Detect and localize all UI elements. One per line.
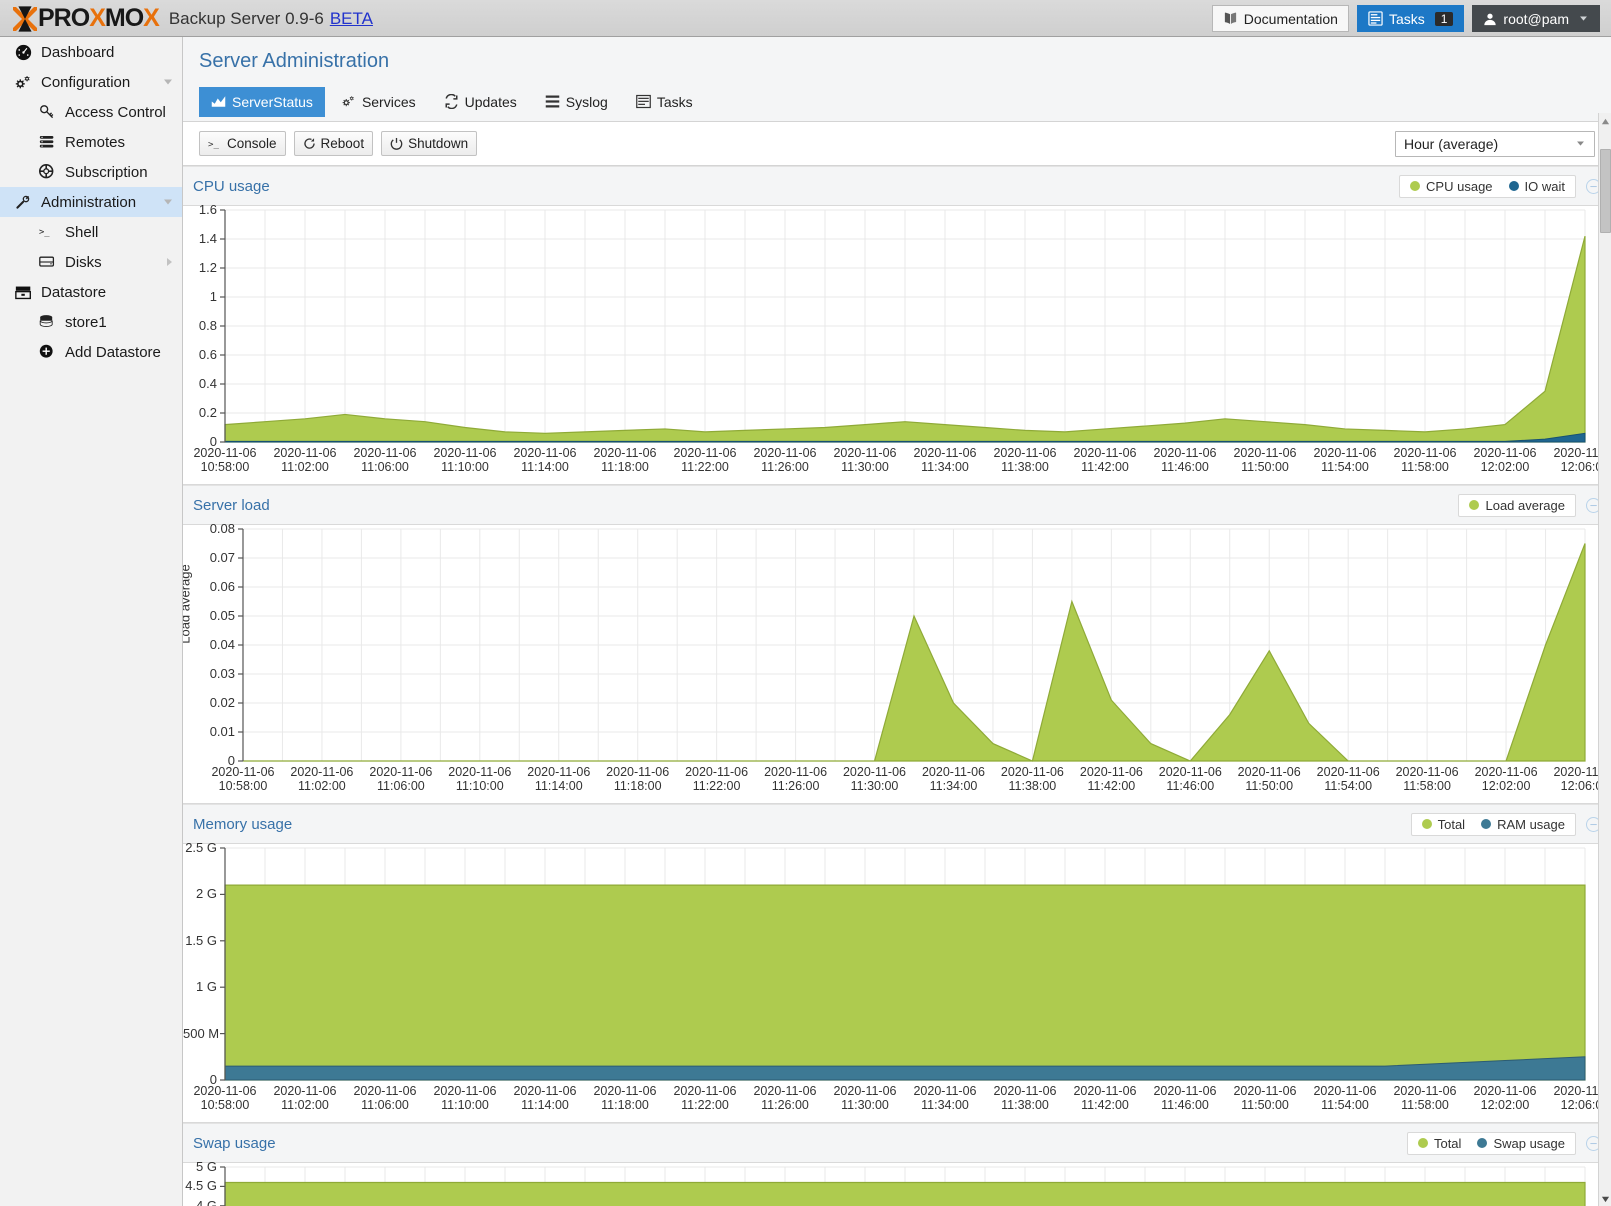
svg-text:>_: >_ <box>39 227 50 237</box>
svg-text:>_: >_ <box>208 139 219 149</box>
